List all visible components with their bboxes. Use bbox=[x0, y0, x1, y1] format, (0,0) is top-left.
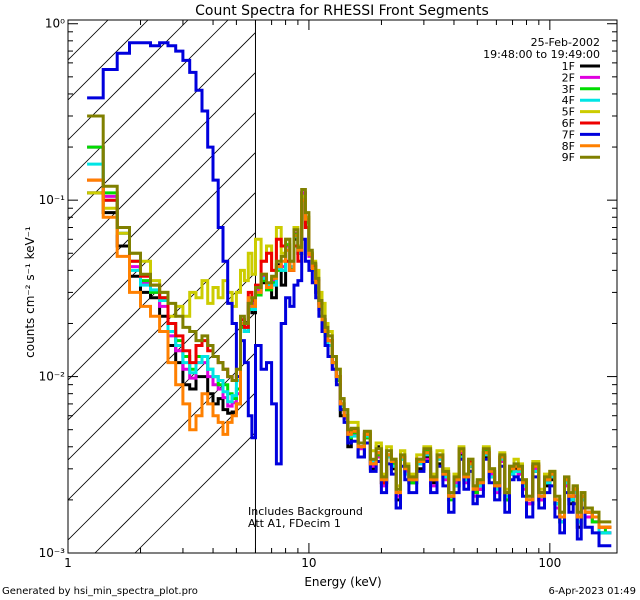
legend-label: 1F bbox=[562, 60, 575, 73]
y-tick-label: 10⁻³ bbox=[39, 546, 66, 560]
hatch-line bbox=[94, 392, 256, 553]
hatch-line bbox=[134, 432, 256, 553]
hatch-line bbox=[68, 152, 256, 341]
hatch-line bbox=[68, 20, 229, 181]
legend-label: 8F bbox=[562, 140, 575, 153]
spectra-series bbox=[87, 41, 612, 548]
annotation-attenuator: Att A1, FDecim 1 bbox=[248, 517, 341, 530]
x-tick-label: 1 bbox=[64, 556, 72, 570]
legend-label: 3F bbox=[562, 83, 575, 96]
series-9f bbox=[87, 114, 612, 524]
hatched-region bbox=[68, 20, 256, 553]
legend-label: 5F bbox=[562, 106, 575, 119]
footer-generator: Generated by hsi_min_spectra_plot.pro bbox=[2, 586, 198, 597]
time-range-label: 19:48:00 to 19:49:00 bbox=[483, 48, 600, 61]
series-7f bbox=[87, 41, 612, 548]
hatch-line bbox=[68, 192, 256, 381]
x-tick-label: 10 bbox=[301, 556, 316, 570]
hatch-line bbox=[68, 72, 256, 261]
plot-frame bbox=[67, 19, 618, 554]
legend-label: 2F bbox=[562, 71, 575, 84]
y-tick-label: 10⁻¹ bbox=[39, 193, 66, 207]
hatch-line bbox=[68, 32, 256, 221]
annotation-background: Includes Background bbox=[248, 505, 363, 518]
hatch-line bbox=[68, 232, 256, 421]
y-tick-label: 10⁻² bbox=[39, 370, 66, 384]
axis-ticks: 1 10 100 10⁻³ 10⁻² 10⁻¹ 10⁰ bbox=[39, 17, 617, 570]
legend-label: 4F bbox=[562, 94, 575, 107]
hatch-line bbox=[68, 272, 256, 461]
hatch-line bbox=[68, 20, 189, 141]
hatch-line bbox=[68, 112, 256, 301]
series-8f bbox=[87, 178, 612, 529]
y-tick-label: 10⁰ bbox=[45, 17, 65, 31]
x-axis-label: Energy (keV) bbox=[304, 575, 381, 589]
hatch-line bbox=[68, 20, 149, 101]
x-tick-label: 100 bbox=[538, 556, 561, 570]
hatch-line bbox=[68, 352, 256, 541]
legend-label: 6F bbox=[562, 117, 575, 130]
legend-label: 7F bbox=[562, 128, 575, 141]
footer-date: 6-Apr-2023 01:49 bbox=[549, 586, 636, 597]
legend-label: 9F bbox=[562, 151, 575, 164]
hatch-line bbox=[68, 20, 109, 61]
date-label: 25-Feb-2002 bbox=[531, 36, 600, 49]
y-axis-label: counts cm⁻² s⁻¹ keV⁻¹ bbox=[23, 226, 37, 358]
hatch-line bbox=[68, 312, 256, 501]
chart-title: Count Spectra for RHESSI Front Segments bbox=[195, 3, 489, 19]
